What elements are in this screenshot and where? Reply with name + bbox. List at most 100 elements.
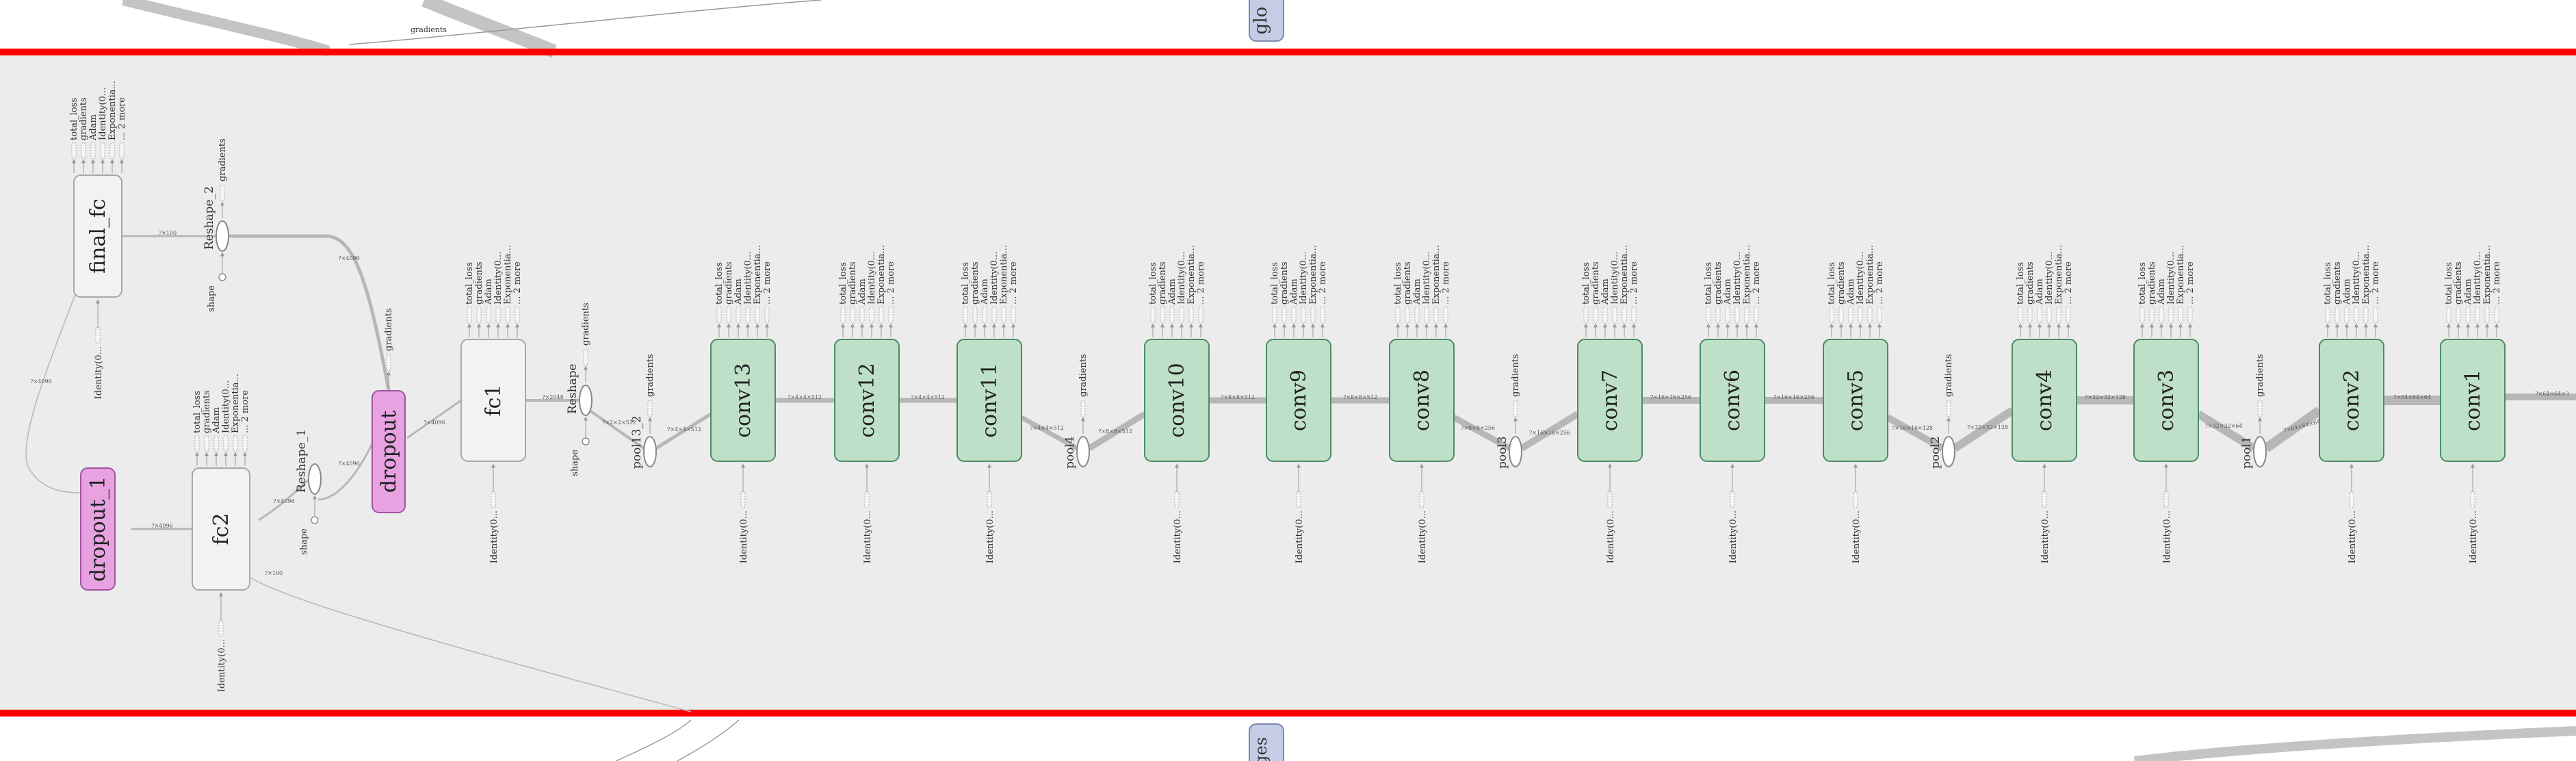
conv12-output-port[interactable] [850,307,855,323]
conv1-output-port[interactable] [2456,307,2461,323]
conv6-node[interactable]: conv6 [1700,339,1765,462]
conv4-output-port[interactable] [2037,307,2042,323]
conv9-output-port[interactable] [1291,307,1297,323]
conv8-output-port[interactable] [1414,307,1420,323]
conv2-output-port[interactable] [2373,307,2378,323]
conv4-output-port[interactable] [2066,307,2071,323]
conv8-output-port[interactable] [1433,307,1439,323]
conv1-output-port[interactable] [2446,307,2451,323]
reshape_2-ellipse[interactable] [216,220,229,252]
conv8-node-box[interactable] [1389,339,1455,462]
pool1-node[interactable]: pool1 [2240,436,2267,469]
fc1-identity-box[interactable] [491,491,496,508]
conv5-output-port[interactable] [1867,307,1873,323]
final_fc-output-port[interactable] [71,142,77,159]
conv8-identity-box[interactable] [1419,491,1424,508]
conv7-output-port[interactable] [1631,307,1637,323]
reshape-node[interactable]: Reshape shape [566,363,593,476]
fc2-output-port[interactable] [204,435,209,452]
conv7-node-box[interactable] [1577,339,1643,462]
conv2-output-port[interactable] [2344,307,2350,323]
conv10-output-port[interactable] [1169,307,1175,323]
conv5-node-box[interactable] [1823,339,1888,462]
reshape-shape-const[interactable] [582,437,590,446]
conv2-node[interactable]: conv2 [2319,339,2384,462]
pool13_2-node[interactable]: pool13_2 [630,415,657,469]
conv9-output-port[interactable] [1320,307,1325,323]
reshape-gradients-box[interactable] [583,349,588,365]
fc1-node-box[interactable] [460,339,526,462]
fc2-output-port[interactable] [233,435,238,452]
conv3-output-port[interactable] [2178,307,2183,323]
reshape_1-ellipse[interactable] [308,463,322,495]
conv9-node-box[interactable] [1266,339,1331,462]
conv10-output-port[interactable] [1160,307,1165,323]
conv1-output-port[interactable] [2494,307,2499,323]
pool2-gradients-box[interactable] [1946,400,1951,417]
conv10-identity-box[interactable] [1174,491,1180,508]
conv6-output-port[interactable] [1744,307,1749,323]
conv9-output-port[interactable] [1282,307,1287,323]
fc1-output-port[interactable] [467,307,472,323]
pool3-ellipse[interactable] [1509,436,1522,467]
dropout-gradients-box[interactable] [386,354,391,371]
conv8-output-port[interactable] [1424,307,1429,323]
conv8-output-port[interactable] [1405,307,1410,323]
conv11-output-port[interactable] [1001,307,1006,323]
pool3-gradients-box[interactable] [1513,400,1518,417]
conv8-node[interactable]: conv8 [1389,339,1455,462]
reshape_1-shape-const[interactable] [311,516,319,524]
conv3-identity-box[interactable] [2163,491,2169,508]
conv11-output-port[interactable] [991,307,997,323]
conv13-output-port[interactable] [745,307,751,323]
conv3-output-port[interactable] [2149,307,2155,323]
reshape_2-shape-const[interactable] [218,273,226,281]
fc1-output-port[interactable] [476,307,482,323]
conv11-output-port[interactable] [982,307,987,323]
conv8-output-port[interactable] [1395,307,1401,323]
final_fc-node-box[interactable] [73,175,122,298]
pool13_2-ellipse[interactable] [643,436,657,467]
fc2-node-box[interactable] [192,467,250,591]
conv6-node-box[interactable] [1700,339,1765,462]
conv3-output-port[interactable] [2159,307,2164,323]
conv1-node-box[interactable] [2440,339,2506,462]
reshape_2-gradients-box[interactable] [220,185,225,201]
conv12-output-port[interactable] [869,307,874,323]
fc1-node[interactable]: fc1 [460,339,526,462]
conv4-node-box[interactable] [2012,339,2077,462]
conv11-output-port[interactable] [1011,307,1016,323]
conv7-output-port[interactable] [1622,307,1627,323]
conv5-output-port[interactable] [1838,307,1844,323]
fc1-output-port[interactable] [515,307,520,323]
final_fc-identity-box[interactable] [95,327,101,344]
conv12-node-box[interactable] [834,339,900,462]
conv10-output-port[interactable] [1179,307,1184,323]
conv13-output-port[interactable] [764,307,770,323]
fc2-output-port[interactable] [242,435,248,452]
fc2-identity-box[interactable] [218,620,224,636]
conv1-output-port[interactable] [2465,307,2471,323]
pool3-node[interactable]: pool3 [1496,436,1522,469]
conv3-output-port[interactable] [2168,307,2174,323]
conv10-output-port[interactable] [1198,307,1204,323]
conv13-output-port[interactable] [716,307,722,323]
fc2-node[interactable]: fc2 [192,467,250,591]
conv13-output-port[interactable] [755,307,760,323]
dropout-node-box[interactable] [372,390,406,513]
conv12-node[interactable]: conv12 [834,339,900,462]
conv2-output-port[interactable] [2334,307,2340,323]
conv2-output-port[interactable] [2363,307,2369,323]
fc2-output-port[interactable] [194,435,200,452]
final_fc-output-port[interactable] [81,142,86,159]
conv12-identity-box[interactable] [864,491,870,508]
conv5-node[interactable]: conv5 [1823,339,1888,462]
conv5-output-port[interactable] [1858,307,1863,323]
conv9-node[interactable]: conv9 [1266,339,1331,462]
conv5-output-port[interactable] [1848,307,1853,323]
pool2-ellipse[interactable] [1942,436,1955,467]
conv4-output-port[interactable] [2046,307,2052,323]
conv1-node[interactable]: conv1 [2440,339,2506,462]
fc2-output-port[interactable] [213,435,219,452]
